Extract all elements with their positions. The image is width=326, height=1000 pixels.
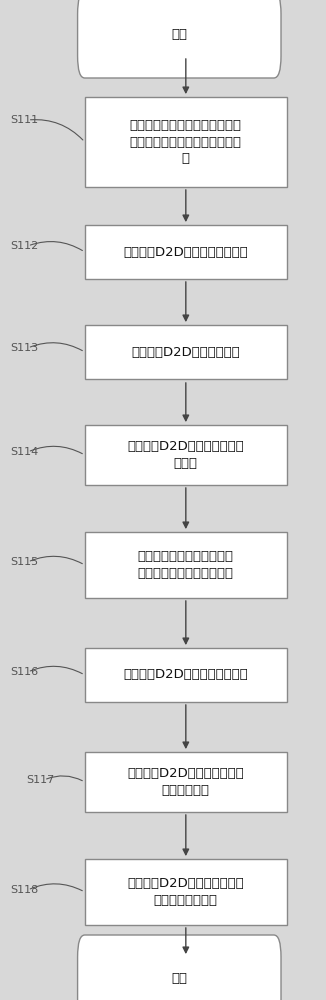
FancyBboxPatch shape: [85, 532, 287, 598]
FancyArrowPatch shape: [30, 556, 82, 564]
Text: 得到中心D2D用户可复用信道
资源区: 得到中心D2D用户可复用信道 资源区: [127, 440, 244, 470]
FancyBboxPatch shape: [85, 225, 287, 279]
FancyArrowPatch shape: [47, 776, 82, 781]
Text: S118: S118: [10, 885, 38, 895]
FancyArrowPatch shape: [30, 666, 82, 674]
Text: S115: S115: [10, 557, 38, 567]
Text: 获取相邻小区（或）边缘蜂窩用
户最低发射功率及所使用信道资
源: 获取相邻小区（或）边缘蜂窩用 户最低发射功率及所使用信道资 源: [130, 119, 242, 165]
FancyBboxPatch shape: [85, 425, 287, 485]
FancyArrowPatch shape: [30, 242, 82, 251]
Text: 确定边缘D2D可接入区或可复
用信道资源区: 确定边缘D2D可接入区或可复 用信道资源区: [127, 767, 244, 797]
Text: 得到边缘D2D用户最高发射功率: 得到边缘D2D用户最高发射功率: [124, 668, 248, 682]
Text: S117: S117: [26, 775, 54, 785]
Text: 得到中心D2D用户最高发射功率: 得到中心D2D用户最高发射功率: [124, 245, 248, 258]
FancyArrowPatch shape: [30, 884, 82, 891]
FancyArrowPatch shape: [30, 343, 82, 351]
FancyBboxPatch shape: [85, 859, 287, 925]
Text: 获取本小区中心蜂窩用户发
射功率及所使用的信道资源: 获取本小区中心蜂窩用户发 射功率及所使用的信道资源: [138, 550, 234, 580]
Text: S113: S113: [10, 343, 38, 353]
Text: 开始: 开始: [171, 28, 187, 41]
Text: 计算中心D2D用户可接入区: 计算中心D2D用户可接入区: [131, 346, 240, 359]
FancyArrowPatch shape: [30, 446, 82, 454]
FancyBboxPatch shape: [78, 0, 281, 78]
FancyBboxPatch shape: [85, 97, 287, 187]
FancyBboxPatch shape: [85, 325, 287, 379]
FancyBboxPatch shape: [85, 752, 287, 812]
Text: S116: S116: [10, 667, 38, 677]
FancyBboxPatch shape: [85, 648, 287, 702]
Text: S114: S114: [10, 447, 38, 457]
FancyBboxPatch shape: [78, 935, 281, 1000]
Text: 结束: 结束: [171, 972, 187, 984]
Text: S111: S111: [10, 115, 38, 125]
FancyArrowPatch shape: [30, 120, 83, 140]
Text: S112: S112: [10, 241, 38, 251]
Text: 得到边缘D2D用户可复用信道
资源区或可接入区: 得到边缘D2D用户可复用信道 资源区或可接入区: [127, 877, 244, 907]
